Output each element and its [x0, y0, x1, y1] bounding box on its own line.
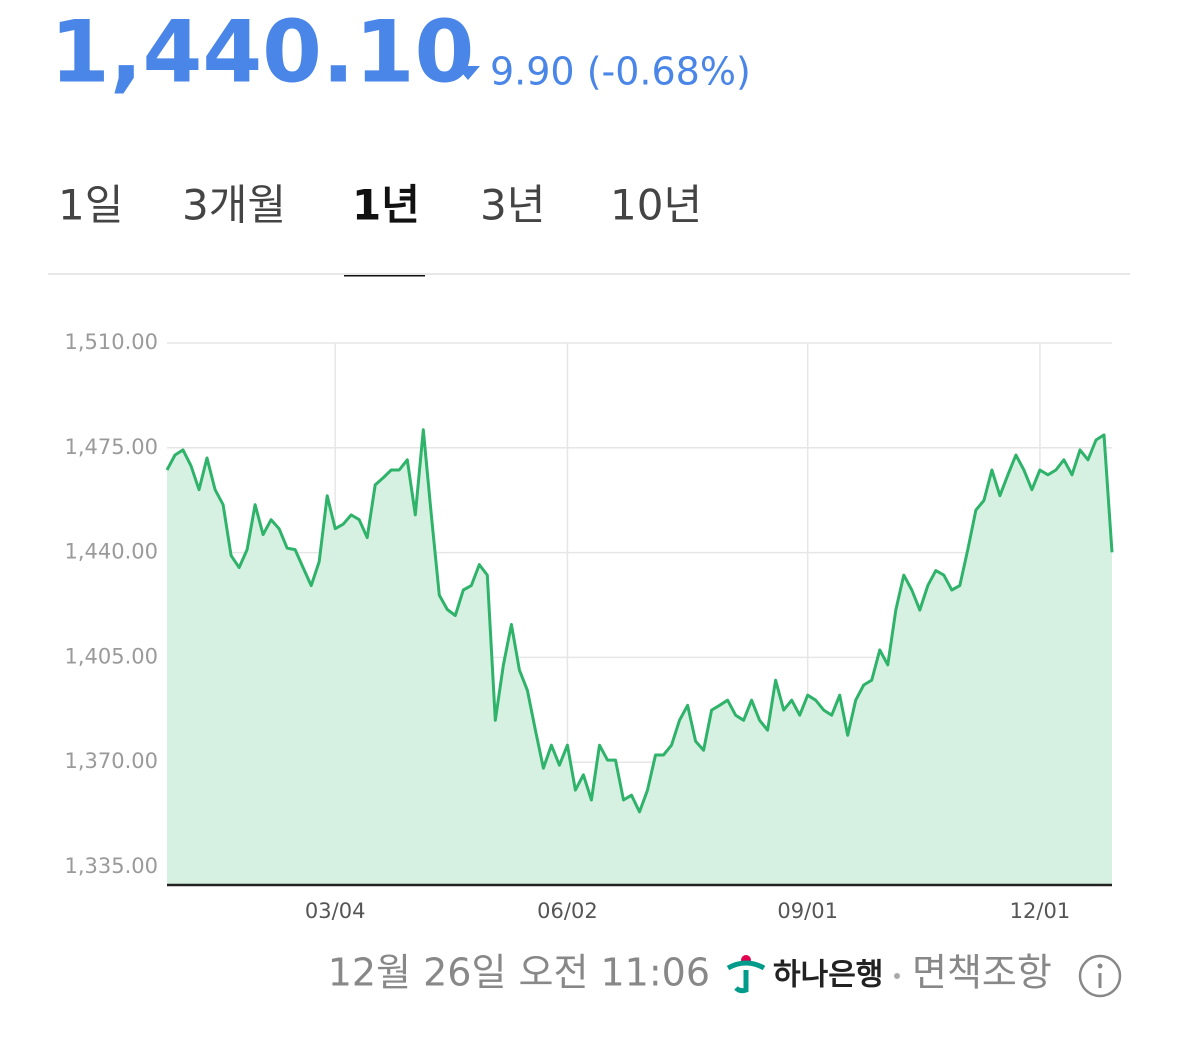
- price-change: 9.90 (-0.68%): [490, 50, 751, 94]
- tabs: 1일 3개월 1년 3년 10년: [58, 181, 702, 277]
- y-tick-label: 1,475.00: [64, 435, 158, 459]
- tab[interactable]: 1년: [352, 181, 420, 230]
- down-arrow: [456, 66, 480, 80]
- y-tick-label: 1,440.00: [64, 540, 158, 564]
- y-tick-label: 1,405.00: [64, 644, 158, 668]
- disclaimer[interactable]: 면책조항: [912, 951, 1052, 995]
- bank-logo: [726, 955, 766, 994]
- line: [165, 428, 1114, 814]
- area: [167, 429, 1112, 885]
- y-tick-label: 1,510.00: [64, 330, 158, 354]
- y-tick-label: 1,370.00: [64, 749, 158, 773]
- x-tick-label: 09/01: [777, 899, 838, 923]
- x-tick-label: 03/04: [305, 899, 366, 923]
- tab[interactable]: 3년: [480, 181, 545, 230]
- y-tick-label: 1,335.00: [64, 854, 158, 878]
- x-tick-label: 06/02: [537, 899, 598, 923]
- plot: 1,335.00 1,370.00 1,405.00 1,440.00 1,475.00…: [64, 330, 1114, 923]
- price: 1,440.10: [50, 2, 474, 102]
- x-tick-label: 12/01: [1010, 899, 1071, 923]
- bank-name: 하나은행: [773, 958, 883, 993]
- timestamp: 12월 26일 오전 11:06: [328, 951, 710, 995]
- tab[interactable]: 1일: [58, 181, 123, 230]
- tab[interactable]: 3개월: [182, 181, 286, 230]
- separator-dot: [894, 973, 900, 979]
- tab[interactable]: 10년: [610, 181, 702, 230]
- info-icon[interactable]: [1078, 954, 1122, 998]
